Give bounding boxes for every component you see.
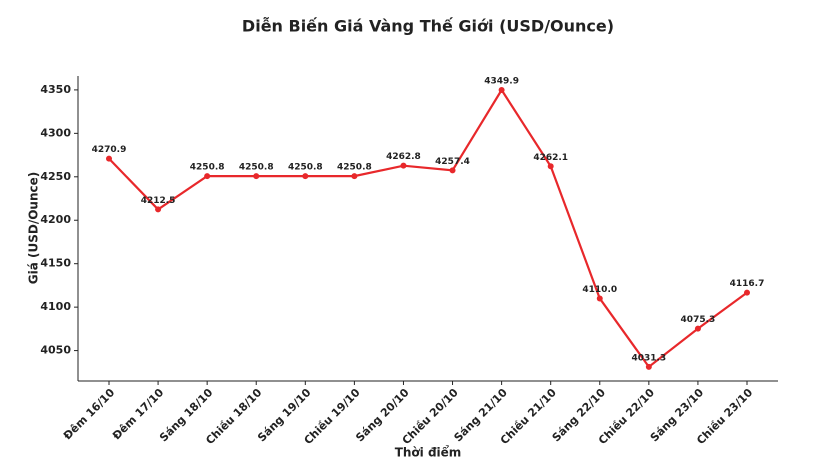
data-point [744,289,750,296]
data-point [645,363,652,370]
value-label: 4250.8 [337,163,372,173]
value-label: 4110.0 [582,285,617,295]
value-label: 4270.9 [92,145,127,155]
value-label: 4031.3 [631,353,666,363]
data-line [108,87,748,369]
value-label: 4257.4 [435,157,470,167]
y-axis-label: Giá (USD/Ounce) [27,172,41,284]
value-label: 4116.7 [730,279,765,289]
value-label: 4212.5 [141,196,176,206]
data-point [694,325,701,332]
value-label: 4250.8 [190,163,225,173]
data-point [596,295,603,302]
data-point [351,173,358,180]
value-label: 4250.8 [239,163,274,173]
y-tick-label: 4350 [40,83,71,96]
value-label: 4075.3 [681,315,716,325]
x-tick-label: Đêm 16/10 [61,386,118,443]
data-point [106,155,112,162]
data-point [400,162,407,169]
value-label: 4250.8 [288,163,323,173]
value-label: 4262.8 [386,152,421,162]
value-label: 4349.9 [484,76,519,86]
data-point [498,86,505,93]
x-axis-label: Thời điểm [395,445,462,460]
data-point [253,173,260,180]
y-tick-label: 4300 [40,126,71,139]
data-point [547,163,554,170]
chart-title: Diễn Biến Giá Vàng Thế Giới (USD/Ounce) [242,17,614,36]
y-tick-label: 4100 [40,300,71,313]
data-point [449,167,456,174]
data-point [155,206,162,213]
data-point [302,173,309,180]
y-tick-label: 4200 [40,213,71,226]
y-tick-label: 4050 [40,344,71,357]
value-label: 4262.1 [533,153,568,163]
data-point [204,173,211,180]
y-tick-label: 4250 [40,170,71,183]
y-tick-label: 4150 [40,257,71,270]
